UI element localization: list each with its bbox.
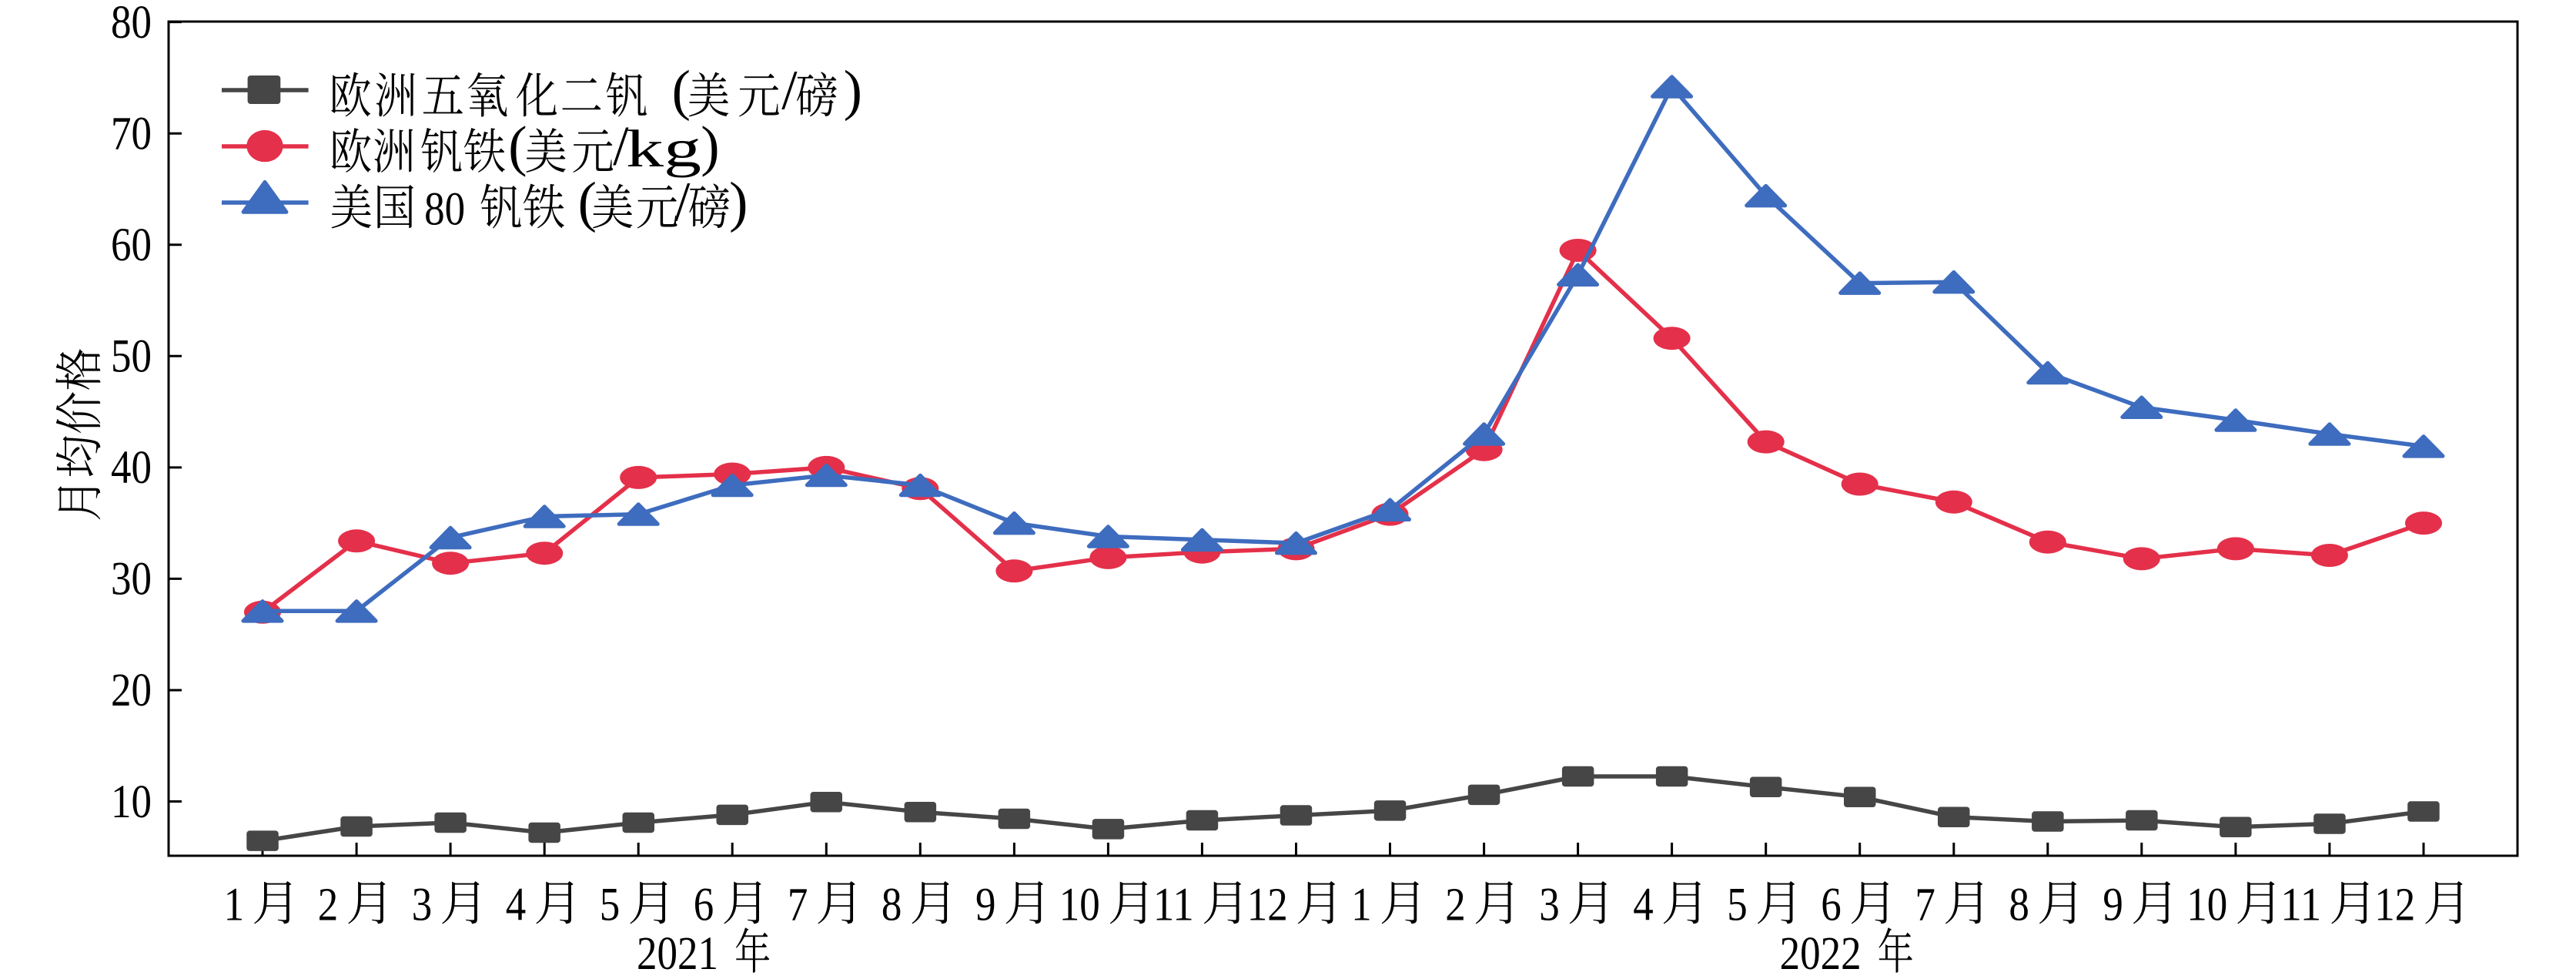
svg-text:8: 8	[882, 880, 902, 931]
svg-text:40: 40	[111, 442, 152, 494]
svg-text:(: (	[672, 59, 691, 122]
svg-text:70: 70	[111, 109, 152, 160]
svg-text:8: 8	[2009, 880, 2029, 931]
svg-text:11: 11	[2280, 880, 2321, 931]
svg-text:80: 80	[111, 0, 152, 49]
svg-text:3: 3	[412, 880, 433, 931]
svg-text:12: 12	[2374, 880, 2415, 931]
svg-text:7: 7	[1915, 880, 1935, 931]
svg-text:1: 1	[1351, 880, 1372, 931]
svg-text:4: 4	[506, 880, 527, 931]
svg-text:9: 9	[975, 880, 996, 931]
svg-text:): )	[701, 115, 719, 177]
svg-text:6: 6	[1821, 880, 1842, 931]
svg-text:4: 4	[1633, 880, 1654, 931]
svg-text:10: 10	[111, 776, 152, 828]
svg-text:2: 2	[318, 880, 339, 931]
svg-text:6: 6	[694, 880, 714, 931]
svg-text:9: 9	[2103, 880, 2123, 931]
svg-text:7: 7	[788, 880, 808, 931]
svg-text:60: 60	[111, 220, 152, 271]
svg-text:10: 10	[1059, 880, 1100, 931]
svg-text:12: 12	[1247, 880, 1288, 931]
svg-text:30: 30	[111, 554, 152, 605]
svg-text:5: 5	[1727, 880, 1748, 931]
svg-text:3: 3	[1539, 880, 1560, 931]
svg-text:10: 10	[2186, 880, 2227, 931]
svg-text:2: 2	[1445, 880, 1466, 931]
svg-text:/: /	[613, 115, 629, 177]
svg-text:2021: 2021	[637, 928, 718, 979]
svg-text:/: /	[674, 171, 691, 233]
svg-text:(: (	[508, 115, 527, 177]
svg-text:2022: 2022	[1780, 928, 1862, 979]
svg-text:20: 20	[111, 665, 152, 716]
svg-text:/: /	[781, 59, 798, 122]
svg-text:kg: kg	[626, 119, 701, 179]
svg-text:): )	[729, 171, 748, 233]
svg-text:(: (	[578, 171, 597, 233]
svg-text:1: 1	[224, 880, 245, 931]
svg-text:50: 50	[111, 331, 152, 383]
svg-text:80: 80	[424, 184, 465, 236]
svg-text:11: 11	[1153, 880, 1194, 931]
svg-text:5: 5	[600, 880, 621, 931]
svg-text:): )	[844, 59, 862, 122]
